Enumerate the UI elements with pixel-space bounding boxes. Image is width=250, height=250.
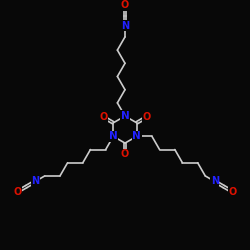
Text: N: N [211, 176, 219, 186]
Text: N: N [121, 21, 129, 31]
Text: O: O [13, 187, 22, 197]
Text: N: N [120, 111, 130, 121]
Text: N: N [132, 131, 141, 141]
Text: O: O [121, 0, 129, 10]
Text: N: N [31, 176, 39, 186]
Text: O: O [100, 112, 108, 122]
Text: O: O [121, 149, 129, 159]
Text: N: N [109, 131, 118, 141]
Text: O: O [228, 187, 237, 197]
Text: O: O [142, 112, 150, 122]
